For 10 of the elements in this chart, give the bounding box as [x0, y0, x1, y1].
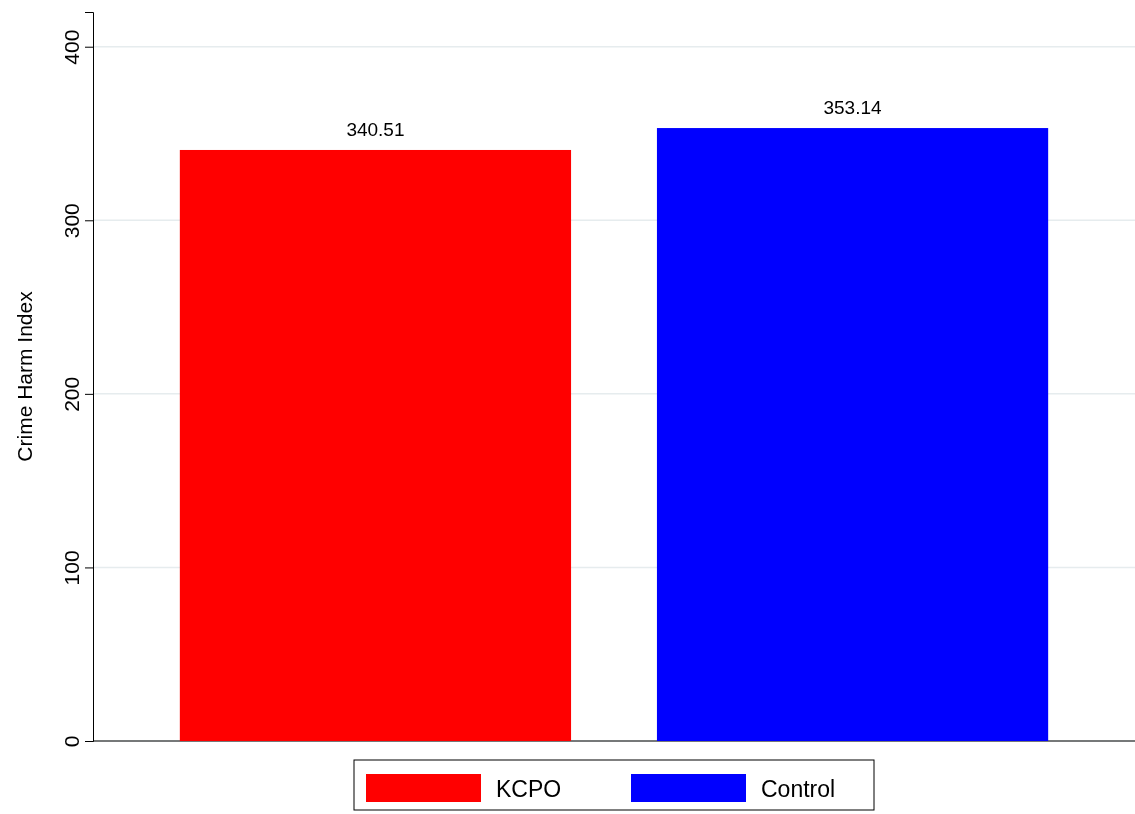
legend-label: KCPO — [496, 776, 562, 802]
y-tick-label: 0 — [60, 735, 83, 748]
legend-label: Control — [761, 776, 836, 802]
y-tick-label: 200 — [60, 376, 83, 412]
y-tick-label: 100 — [60, 550, 83, 586]
y-axis-title: Crime Harm Index — [13, 290, 36, 462]
y-tick-label: 300 — [60, 203, 83, 239]
data-label: 353.14 — [823, 97, 883, 119]
y-tick-label: 400 — [60, 29, 83, 65]
data-label: 340.51 — [346, 118, 405, 140]
